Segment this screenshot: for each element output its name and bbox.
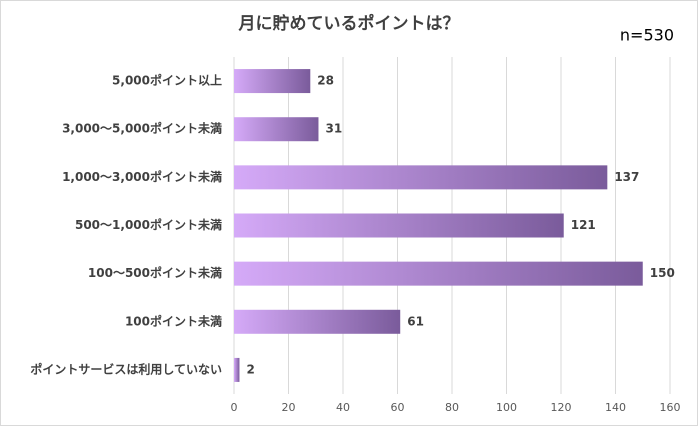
x-tick-label: 120: [551, 401, 572, 414]
bar: [234, 213, 564, 238]
bar: [234, 69, 311, 94]
annotation: n=530: [620, 26, 674, 45]
y-tick-label: 1,000〜3,000ポイント未満: [62, 169, 222, 184]
y-tick-label: 100〜500ポイント未満: [88, 265, 222, 280]
bar: [234, 261, 643, 286]
data-label: 150: [650, 266, 675, 280]
y-tick-label: ポイントサービスは利用していない: [30, 361, 222, 376]
data-label: 28: [317, 74, 334, 88]
y-tick-label: 3,000〜5,000ポイント未満: [62, 121, 222, 136]
x-tick-label: 160: [660, 401, 681, 414]
chart-title: 月に貯めているポイントは？: [238, 13, 460, 34]
y-tick-label: 500〜1,000ポイント未満: [75, 217, 222, 232]
bar: [234, 309, 401, 334]
data-label: 61: [407, 314, 424, 328]
data-label: 2: [246, 362, 254, 376]
y-tick-label: 5,000ポイント以上: [112, 73, 222, 88]
x-tick-label: 100: [496, 401, 517, 414]
x-tick-label: 0: [231, 401, 238, 414]
bar: [234, 165, 608, 190]
x-tick-label: 60: [391, 401, 405, 414]
data-label: 121: [571, 218, 596, 232]
y-tick-label: 100ポイント未満: [125, 313, 222, 328]
bar: [234, 357, 240, 382]
bar: [234, 117, 319, 142]
x-tick-label: 40: [336, 401, 350, 414]
x-tick-label: 140: [605, 401, 626, 414]
data-label: 137: [614, 170, 639, 184]
x-tick-label: 20: [282, 401, 296, 414]
data-label: 31: [325, 122, 342, 136]
x-tick-label: 80: [445, 401, 459, 414]
